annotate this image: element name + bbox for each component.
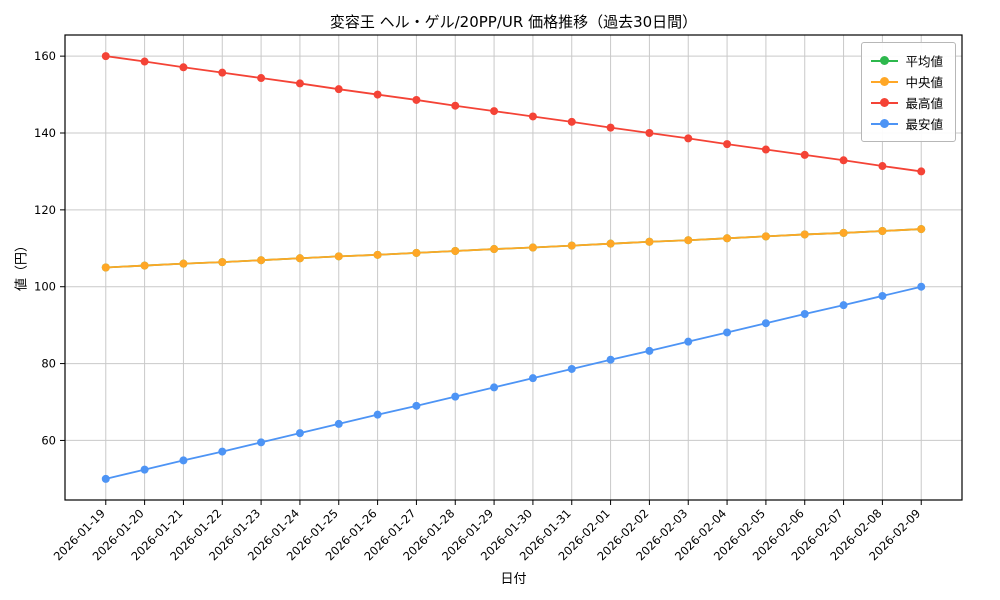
y-tick-label: 120	[34, 203, 56, 217]
series-point-max	[179, 63, 188, 72]
series-point-median	[528, 243, 537, 252]
series-point-max	[334, 85, 343, 94]
series-point-max	[839, 156, 848, 165]
series-point-min	[373, 410, 382, 419]
series-point-median	[684, 236, 693, 245]
y-tick-label: 60	[41, 433, 56, 447]
series-point-median	[373, 250, 382, 259]
series-point-min	[490, 383, 499, 392]
series-point-min	[334, 419, 343, 428]
legend-label-mean: 平均値	[905, 54, 943, 69]
chart-title: 変容王 ヘル・ゲル/20PP/UR 価格推移（過去30日間）	[329, 13, 698, 31]
series-point-max	[101, 52, 110, 61]
series-point-min	[295, 429, 304, 438]
series-point-max	[878, 162, 887, 171]
series-point-median	[878, 226, 887, 235]
legend-marker-max-icon	[871, 96, 899, 109]
series-point-max	[257, 74, 266, 83]
series-point-min	[528, 374, 537, 383]
series-point-median	[257, 256, 266, 265]
series-point-max	[684, 134, 693, 143]
series-point-median	[179, 259, 188, 268]
series-point-min	[218, 447, 227, 456]
y-tick-label: 140	[34, 126, 56, 140]
series-point-min	[567, 364, 576, 373]
series-point-min	[140, 465, 149, 474]
series-point-max	[761, 145, 770, 154]
series-point-max	[645, 128, 654, 137]
series-point-max	[451, 101, 460, 110]
legend-label-min: 最安値	[905, 117, 943, 132]
y-tick-label: 160	[34, 49, 56, 63]
series-point-min	[412, 401, 421, 410]
legend: 平均値 中央値 最高値 最安値	[861, 42, 956, 142]
series-line-min	[105, 285, 922, 480]
series-point-max	[723, 140, 732, 149]
series-point-max	[412, 95, 421, 104]
legend-marker-median-icon	[871, 75, 899, 88]
legend-marker-min-icon	[871, 117, 899, 130]
series-point-median	[567, 241, 576, 250]
series-line-median	[105, 228, 922, 269]
series-point-median	[645, 237, 654, 246]
legend-item-mean: 平均値	[871, 50, 943, 71]
legend-label-median: 中央値	[905, 75, 943, 90]
series-point-median	[140, 261, 149, 270]
series-point-min	[800, 310, 809, 318]
series-point-median	[839, 228, 848, 237]
series-point-min	[761, 319, 770, 328]
series-point-max	[295, 79, 304, 88]
series-point-median	[218, 258, 227, 267]
series-point-median	[490, 245, 499, 254]
legend-label-max: 最高値	[905, 96, 943, 111]
series-point-max	[800, 150, 809, 159]
series-point-min	[723, 328, 732, 337]
series-point-median	[723, 234, 732, 243]
series-point-median	[451, 246, 460, 255]
series-point-min	[878, 291, 887, 300]
series-point-min	[257, 438, 266, 447]
series-point-median	[412, 248, 421, 257]
x-axis-label: 日付	[500, 572, 527, 587]
series-point-max	[917, 167, 926, 176]
series-point-median	[295, 254, 304, 263]
series-point-max	[140, 57, 149, 66]
series-point-min	[684, 337, 693, 346]
series-point-median	[334, 252, 343, 261]
series-point-median	[917, 225, 926, 234]
y-tick-label: 100	[34, 280, 56, 294]
series-point-max	[218, 68, 227, 77]
series-point-min	[101, 474, 110, 483]
legend-item-min: 最安値	[871, 113, 943, 134]
legend-item-max: 最高値	[871, 92, 943, 113]
series-point-min	[839, 301, 848, 310]
series-point-max	[606, 123, 615, 132]
legend-marker-mean-icon	[871, 54, 899, 67]
y-axis-label: 値（円）	[14, 238, 30, 292]
series-point-median	[606, 239, 615, 248]
series-point-min	[606, 355, 615, 364]
series-point-median	[800, 230, 809, 239]
series-point-max	[373, 90, 382, 99]
series-point-min	[917, 282, 926, 291]
y-tick-label: 80	[41, 357, 56, 371]
series-line-max	[105, 55, 922, 173]
series-point-min	[179, 456, 188, 465]
series-point-median	[101, 263, 110, 272]
plot-frame	[64, 34, 963, 501]
series-point-max	[490, 107, 499, 116]
series-point-min	[645, 346, 654, 355]
legend-item-median: 中央値	[871, 71, 943, 92]
series-point-median	[761, 232, 770, 241]
series-point-max	[567, 117, 576, 126]
series-point-min	[451, 392, 460, 401]
series-point-max	[528, 112, 537, 121]
